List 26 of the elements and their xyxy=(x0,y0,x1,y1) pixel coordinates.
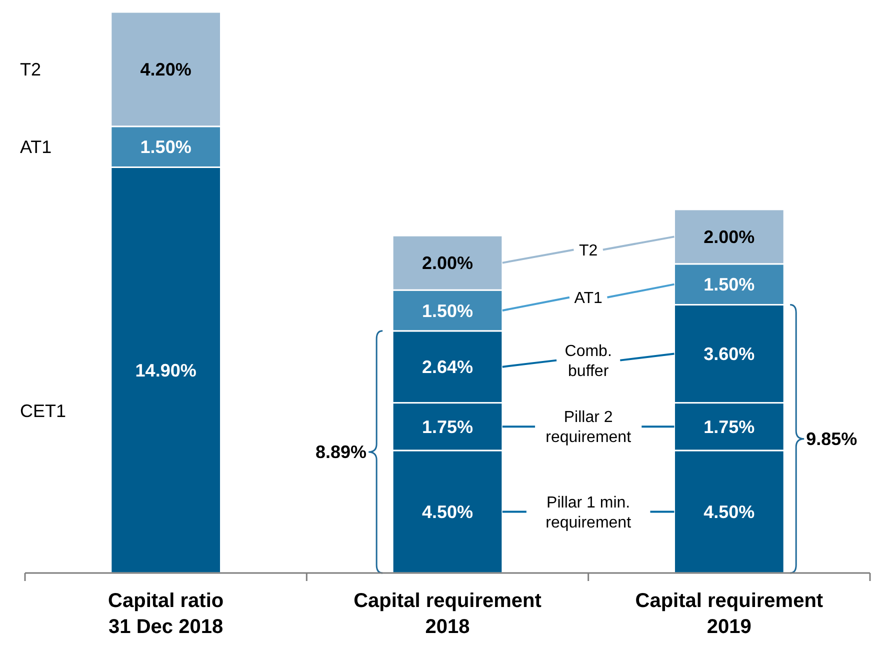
data-label: 1.50% xyxy=(422,300,474,321)
annotation: 8.89% xyxy=(316,442,367,462)
data-label: 2.64% xyxy=(422,357,474,378)
data-label: 3.60% xyxy=(704,344,755,364)
data-label: 4.50% xyxy=(704,502,755,522)
data-label: 1.50% xyxy=(140,137,192,158)
x-tick-label: Capital requirement 2018 xyxy=(354,590,542,638)
data-label: 1.75% xyxy=(704,416,755,437)
data-label: 2.00% xyxy=(704,226,755,247)
annotation: 9.85% xyxy=(806,429,858,450)
legend-label: T2 xyxy=(578,242,598,260)
data-label: 1.75% xyxy=(422,416,474,437)
data-label: 4.20% xyxy=(140,59,192,80)
annotation: T2 xyxy=(20,59,42,80)
text: Pillar 1 min. requirement xyxy=(546,494,632,532)
text: AT1 xyxy=(574,290,603,307)
data-label: 1.50% xyxy=(704,274,755,295)
data-label: 4.50% xyxy=(422,502,474,522)
data-label: 14.90% xyxy=(135,360,196,380)
x-tick-label: Capital requirement 2019 xyxy=(635,590,824,638)
data-label: 2.00% xyxy=(422,253,474,274)
annotation: AT1 xyxy=(20,137,52,158)
text: Pillar 2 requirement xyxy=(546,409,632,446)
x-tick-label: Capital ratio 31 Dec 2018 xyxy=(108,590,224,638)
text: Comb. buffer xyxy=(564,342,612,380)
annotation: CET1 xyxy=(20,400,66,421)
